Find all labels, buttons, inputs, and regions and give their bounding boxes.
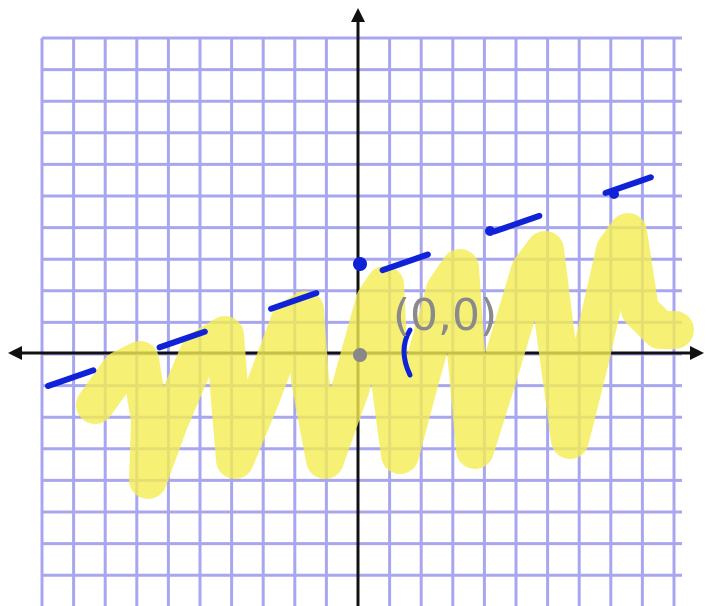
blue-dot [485, 226, 495, 236]
origin-label: (0,0) [393, 290, 497, 341]
origin-point [353, 348, 367, 362]
y-intercept-point [353, 257, 367, 271]
graph-picture: (0,0) [0, 0, 707, 606]
blue-dot [609, 189, 619, 199]
